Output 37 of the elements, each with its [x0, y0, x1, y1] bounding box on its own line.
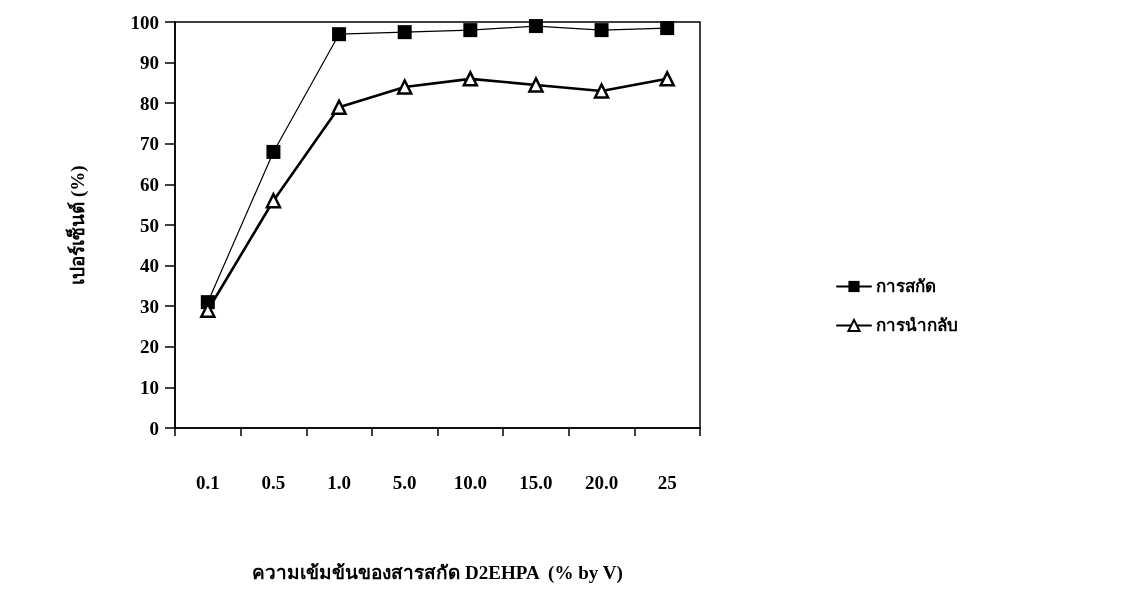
- y-tick-label: 80: [140, 92, 159, 114]
- x-tick-label: 20.0: [584, 472, 619, 493]
- x-tick-label: 0.5: [261, 472, 286, 493]
- y-tick-label: 70: [140, 133, 159, 155]
- x-tick-label: 25: [657, 472, 677, 493]
- x-tick-label: 5.0: [392, 472, 417, 493]
- y-tick-label: 90: [140, 52, 159, 74]
- y-tick-label: 100: [130, 11, 159, 33]
- y-tick-label: 40: [140, 255, 159, 277]
- point: [528, 77, 544, 93]
- y-tick-label: 0: [149, 417, 159, 439]
- x-tick-label: 10.0: [453, 472, 487, 493]
- point: [659, 71, 675, 87]
- y-tick-label: 60: [140, 173, 159, 195]
- y-axis-title: เปอร์เซ็นต์ (%): [65, 165, 89, 285]
- y-tick-label: 10: [140, 376, 159, 398]
- point: [265, 192, 282, 209]
- point: [332, 27, 347, 42]
- point: [593, 83, 610, 99]
- point: [266, 144, 281, 159]
- point: [396, 79, 413, 95]
- point: [660, 21, 675, 36]
- point: [331, 99, 347, 116]
- y-tick-label: 50: [140, 214, 159, 236]
- x-axis-title: ความเข้มข้นของสารสกัด D2EHPA (% by V): [252, 562, 623, 584]
- legend-label: การนำกลับ: [876, 316, 958, 335]
- point: [594, 23, 609, 38]
- y-tick-label: 20: [140, 336, 159, 358]
- x-tick-label: 15.0: [519, 472, 553, 493]
- point: [528, 19, 543, 34]
- point: [397, 25, 412, 40]
- y-tick-label: 30: [140, 295, 159, 317]
- x-tick-label: 0.1: [195, 472, 220, 493]
- x-tick-label: 1.0: [327, 472, 351, 493]
- point: [463, 23, 478, 38]
- point: [462, 71, 479, 87]
- legend-label: การสกัด: [876, 277, 936, 296]
